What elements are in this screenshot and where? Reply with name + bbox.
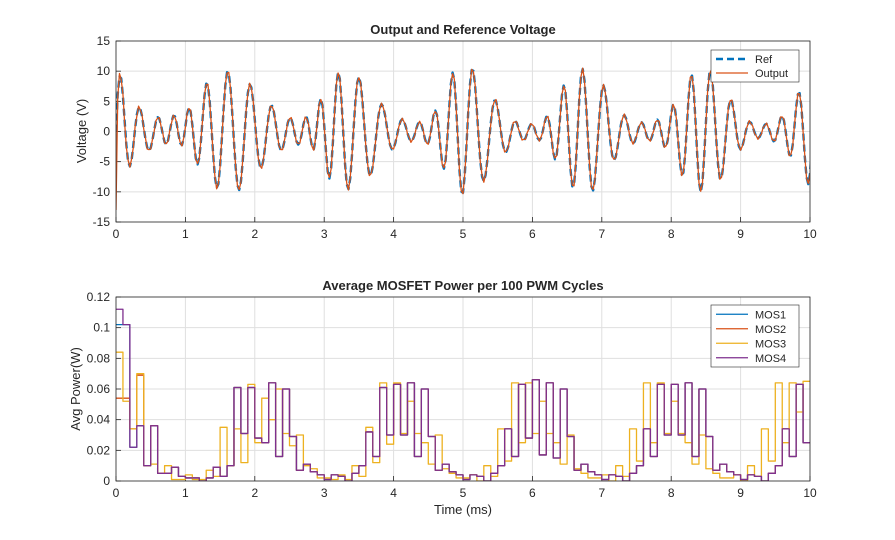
- voltage-legend-label-ref: Ref: [755, 54, 773, 66]
- power-xlabel: Time (ms): [434, 502, 492, 517]
- voltage-legend-box: [710, 49, 800, 83]
- power-axes-box: [115, 296, 811, 482]
- power-y-tick-label: 0.02: [87, 443, 111, 457]
- power-y-tick-label: 0.1: [93, 321, 110, 335]
- power-series-mos4: [116, 308, 810, 481]
- power-legend: MOS1 MOS2 MOS3 MOS4: [710, 304, 800, 368]
- voltage-axes-box: [115, 40, 811, 223]
- voltage-axes: Output and Reference Voltage Voltage (V)…: [74, 22, 817, 241]
- voltage-legend-label-output: Output: [755, 68, 788, 80]
- voltage-y-tick-label: 10: [97, 64, 111, 78]
- power-legend-label-mos3: MOS3: [755, 338, 786, 350]
- power-legend-box: [710, 304, 800, 368]
- power-x-tick-label: 4: [390, 486, 397, 500]
- voltage-legend: Ref Output: [710, 49, 800, 83]
- voltage-x-tick-label: 4: [390, 227, 397, 241]
- voltage-x-tick-label: 2: [251, 227, 258, 241]
- voltage-y-tick-label: 5: [103, 94, 110, 108]
- power-x-tick-label: 1: [182, 486, 189, 500]
- power-x-tick-label: 8: [668, 486, 675, 500]
- voltage-x-tick-label: 10: [803, 227, 817, 241]
- voltage-series-output: [116, 67, 810, 210]
- voltage-x-tick-label: 8: [668, 227, 675, 241]
- power-x-tick-label: 9: [737, 486, 744, 500]
- voltage-ylabel: Voltage (V): [74, 99, 89, 163]
- voltage-y-tick-label: 0: [103, 125, 110, 139]
- voltage-x-tick-label: 3: [321, 227, 328, 241]
- power-x-tick-label: 5: [460, 486, 467, 500]
- power-y-tick-label: 0.12: [87, 290, 111, 304]
- power-series-mos3: [116, 351, 810, 481]
- power-x-tick-label: 2: [251, 486, 258, 500]
- power-ylabel: Avg Power(W): [68, 347, 83, 431]
- voltage-chart-title: Output and Reference Voltage: [370, 22, 555, 37]
- voltage-y-tick-label: -5: [99, 155, 110, 169]
- power-legend-label-mos1: MOS1: [755, 309, 786, 321]
- voltage-y-tick-label: -10: [93, 185, 111, 199]
- power-x-tick-label: 3: [321, 486, 328, 500]
- power-y-tick-label: 0.04: [87, 413, 111, 427]
- power-x-tick-label: 6: [529, 486, 536, 500]
- voltage-x-tick-label: 7: [598, 227, 605, 241]
- power-y-tick-label: 0.06: [87, 382, 111, 396]
- voltage-y-tick-label: 15: [97, 34, 111, 48]
- voltage-x-tick-label: 5: [460, 227, 467, 241]
- voltage-x-tick-label: 1: [182, 227, 189, 241]
- power-legend-label-mos4: MOS4: [755, 353, 786, 365]
- voltage-x-tick-label: 9: [737, 227, 744, 241]
- power-x-tick-label: 10: [803, 486, 817, 500]
- power-x-tick-label: 7: [598, 486, 605, 500]
- power-chart-title: Average MOSFET Power per 100 PWM Cycles: [322, 278, 603, 293]
- power-x-tick-label: 0: [113, 486, 120, 500]
- voltage-x-tick-label: 0: [113, 227, 120, 241]
- voltage-x-tick-label: 6: [529, 227, 536, 241]
- power-axes: Average MOSFET Power per 100 PWM Cycles …: [68, 278, 817, 517]
- voltage-y-tick-label: -15: [93, 215, 111, 229]
- power-legend-label-mos2: MOS2: [755, 324, 786, 336]
- power-y-tick-label: 0.08: [87, 351, 111, 365]
- power-y-tick-label: 0: [103, 474, 110, 488]
